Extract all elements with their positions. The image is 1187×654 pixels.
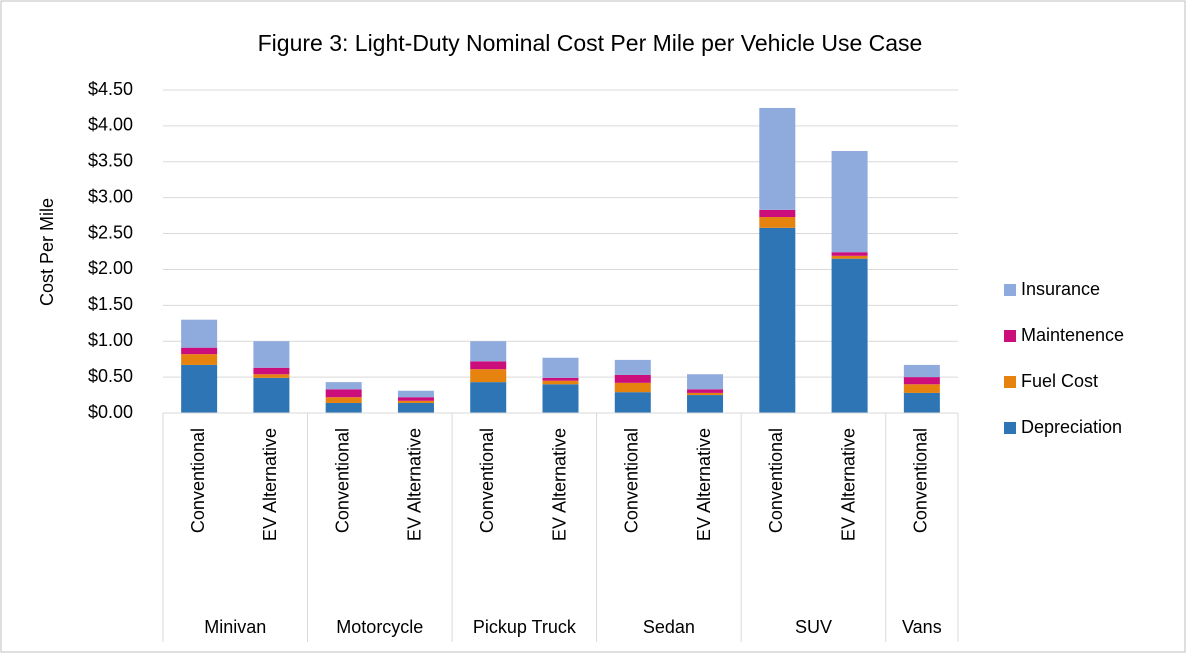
bar-segment	[397, 400, 434, 403]
bar-segment	[903, 364, 940, 378]
group-label: Motorcycle	[336, 617, 423, 637]
bar-segment	[542, 380, 579, 385]
y-tick-label: $2.00	[88, 258, 133, 278]
bar-segment	[614, 374, 651, 383]
y-tick-label: $4.50	[88, 79, 133, 99]
x-tick-label: Conventional	[477, 428, 497, 533]
x-tick-label: EV Alternative	[838, 428, 858, 541]
bar-segment	[759, 209, 796, 218]
bar-segment	[181, 354, 218, 365]
bar-segment	[397, 397, 434, 401]
bar-segment	[614, 382, 651, 393]
bar-segment	[470, 369, 507, 383]
x-tick-label: EV Alternative	[694, 428, 714, 541]
bar-segment	[903, 392, 940, 413]
group-label: Pickup Truck	[473, 617, 577, 637]
bar-segment	[903, 377, 940, 385]
group-label: Vans	[902, 617, 942, 637]
bar-segment	[470, 382, 507, 413]
bar-segment	[687, 395, 724, 413]
y-tick-label: $2.50	[88, 222, 133, 242]
bar-segment	[253, 341, 290, 368]
bar-segment	[470, 341, 507, 362]
bar-segment	[614, 392, 651, 413]
x-tick-label: Conventional	[332, 428, 352, 533]
y-tick-label: $0.50	[88, 366, 133, 386]
legend-label: Depreciation	[1021, 417, 1122, 437]
bar-segment	[687, 392, 724, 396]
bar-segment	[903, 384, 940, 393]
bar-segment	[325, 402, 362, 413]
bar-segment	[687, 374, 724, 390]
legend-swatch	[1004, 284, 1016, 296]
legend-label: Fuel Cost	[1021, 371, 1098, 391]
bar-segment	[759, 107, 796, 210]
y-tick-label: $1.50	[88, 294, 133, 314]
bar-segment	[542, 377, 579, 381]
bar-segment	[759, 217, 796, 228]
legend-swatch	[1004, 376, 1016, 388]
bar-segment	[614, 359, 651, 375]
y-tick-label: $3.00	[88, 186, 133, 206]
legend-swatch	[1004, 422, 1016, 434]
bar-segment	[470, 361, 507, 370]
group-label: Minivan	[204, 617, 266, 637]
y-tick-label: $0.00	[88, 402, 133, 422]
bar-segment	[542, 357, 579, 378]
legend-label: Insurance	[1021, 279, 1100, 299]
y-tick-label: $4.00	[88, 115, 133, 135]
bar-segment	[687, 389, 724, 393]
bar-segment	[831, 252, 868, 256]
x-tick-label: EV Alternative	[549, 428, 569, 541]
bar-segment	[325, 389, 362, 398]
bar-segment	[181, 347, 218, 355]
y-tick-label: $3.50	[88, 151, 133, 171]
y-axis-label: Cost Per Mile	[37, 198, 57, 306]
bar-segment	[253, 374, 290, 378]
bar-segment	[831, 255, 868, 259]
x-tick-label: Conventional	[911, 428, 931, 533]
bar-segment	[759, 227, 796, 413]
bar-segment	[253, 367, 290, 375]
bar-segment	[542, 384, 579, 413]
bar-segment	[181, 364, 218, 413]
bar-segment	[397, 402, 434, 413]
group-label: SUV	[795, 617, 832, 637]
bar-segment	[325, 382, 362, 390]
bar-segment	[181, 319, 218, 348]
x-tick-label: Conventional	[766, 428, 786, 533]
bar-segment	[831, 151, 868, 253]
bar-segment	[831, 258, 868, 413]
x-tick-label: Conventional	[188, 428, 208, 533]
legend-swatch	[1004, 330, 1016, 342]
x-tick-label: EV Alternative	[405, 428, 425, 541]
bar-segment	[397, 390, 434, 398]
legend-label: Maintenence	[1021, 325, 1124, 345]
x-tick-label: Conventional	[622, 428, 642, 533]
x-tick-label: EV Alternative	[260, 428, 280, 541]
y-tick-label: $1.00	[88, 330, 133, 350]
group-label: Sedan	[643, 617, 695, 637]
chart-title: Figure 3: Light-Duty Nominal Cost Per Mi…	[258, 30, 923, 56]
bar-segment	[253, 377, 290, 413]
bar-segment	[325, 397, 362, 403]
